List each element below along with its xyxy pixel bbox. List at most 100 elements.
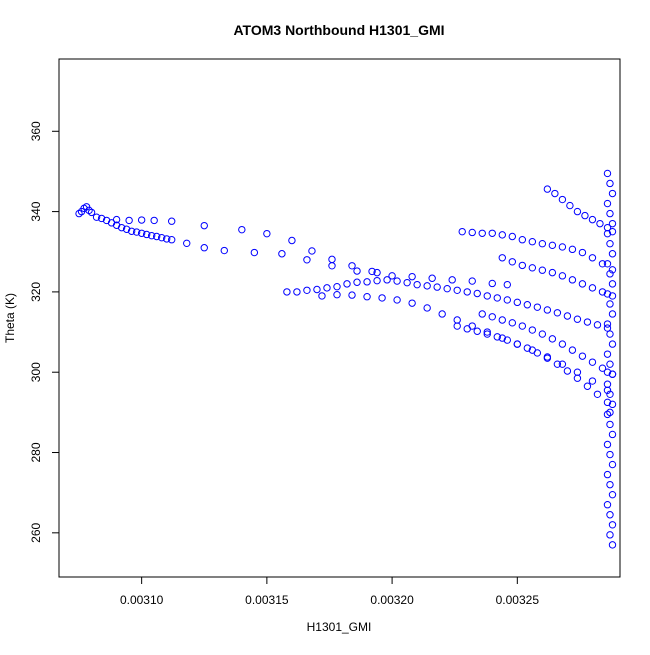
- data-point: [343, 280, 351, 288]
- data-point: [528, 238, 537, 246]
- data-point: [328, 262, 336, 270]
- data-point: [503, 336, 511, 344]
- data-point: [303, 256, 311, 264]
- data-point: [250, 248, 259, 257]
- data-point: [606, 450, 614, 459]
- data-point: [558, 195, 567, 204]
- data-point: [608, 227, 617, 236]
- data-point: [578, 248, 587, 257]
- data-point: [448, 276, 456, 284]
- data-point: [573, 207, 582, 216]
- data-point: [162, 235, 171, 243]
- data-point: [603, 229, 612, 238]
- series-3: [283, 276, 612, 332]
- x-tick-label: 0.00310: [120, 593, 164, 607]
- data-point: [603, 199, 612, 208]
- data-point: [598, 260, 607, 268]
- data-point: [408, 272, 416, 281]
- data-point: [533, 349, 542, 357]
- data-point: [150, 216, 158, 225]
- data-point: [553, 309, 562, 317]
- data-point: [588, 284, 597, 292]
- data-point: [117, 223, 126, 232]
- data-point: [423, 282, 431, 290]
- data-point: [583, 382, 592, 390]
- data-point: [553, 360, 562, 368]
- data-point: [538, 266, 547, 274]
- series-6: [543, 185, 617, 236]
- data-point: [573, 368, 582, 376]
- data-point: [498, 316, 506, 324]
- data-point: [453, 316, 461, 324]
- data-point: [293, 288, 301, 296]
- data-point: [606, 390, 614, 398]
- data-point: [313, 285, 321, 294]
- data-point: [97, 214, 106, 223]
- data-point: [503, 280, 511, 289]
- y-axis-title: Theta (K): [3, 293, 17, 343]
- data-point: [608, 189, 617, 198]
- data-point: [596, 219, 604, 228]
- data-point: [508, 258, 517, 266]
- data-point: [588, 215, 597, 224]
- data-point: [498, 254, 506, 262]
- data-point: [608, 521, 617, 529]
- data-point: [393, 277, 401, 285]
- data-point: [408, 299, 416, 307]
- data-point: [263, 229, 271, 238]
- data-point: [423, 304, 431, 312]
- data-point: [137, 229, 146, 237]
- data-point: [168, 217, 176, 225]
- data-points: [75, 169, 617, 549]
- data-point: [581, 211, 589, 220]
- data-point: [603, 260, 612, 268]
- data-point: [543, 185, 552, 193]
- data-point: [308, 247, 316, 255]
- data-point: [363, 278, 371, 286]
- data-point: [603, 169, 612, 178]
- data-point: [606, 480, 614, 489]
- data-point: [608, 219, 617, 228]
- data-point: [583, 318, 592, 326]
- series-5: [458, 227, 617, 274]
- data-point: [528, 326, 537, 334]
- chart-title: ATOM3 Northbound H1301_GMI: [233, 22, 444, 38]
- data-point: [463, 325, 471, 333]
- data-point: [513, 298, 522, 307]
- data-point: [563, 367, 572, 375]
- data-point: [568, 245, 577, 254]
- data-point: [573, 374, 582, 382]
- data-point: [363, 293, 371, 301]
- data-point: [453, 322, 461, 330]
- data-point: [278, 250, 286, 258]
- data-point: [543, 354, 552, 362]
- data-point: [288, 236, 296, 245]
- data-point: [528, 264, 537, 272]
- data-point: [303, 286, 311, 294]
- data-point: [378, 294, 386, 302]
- data-point: [493, 333, 501, 341]
- data-point: [498, 334, 506, 342]
- data-point: [508, 319, 517, 327]
- series-9: [453, 322, 612, 407]
- data-point: [538, 240, 547, 248]
- data-point: [608, 280, 617, 288]
- data-point: [348, 262, 356, 270]
- data-point: [608, 460, 617, 469]
- data-point: [568, 346, 577, 354]
- series-4: [318, 291, 612, 394]
- data-point: [463, 288, 471, 296]
- data-point: [200, 221, 208, 230]
- data-point: [478, 310, 486, 318]
- data-point: [606, 240, 614, 248]
- series-0: [75, 203, 176, 244]
- data-point: [606, 531, 614, 539]
- data-point: [183, 239, 191, 248]
- data-point: [168, 236, 176, 244]
- series-7: [498, 254, 617, 300]
- data-point: [373, 276, 381, 285]
- data-point: [518, 261, 527, 270]
- data-point: [458, 227, 466, 236]
- data-point: [147, 231, 156, 240]
